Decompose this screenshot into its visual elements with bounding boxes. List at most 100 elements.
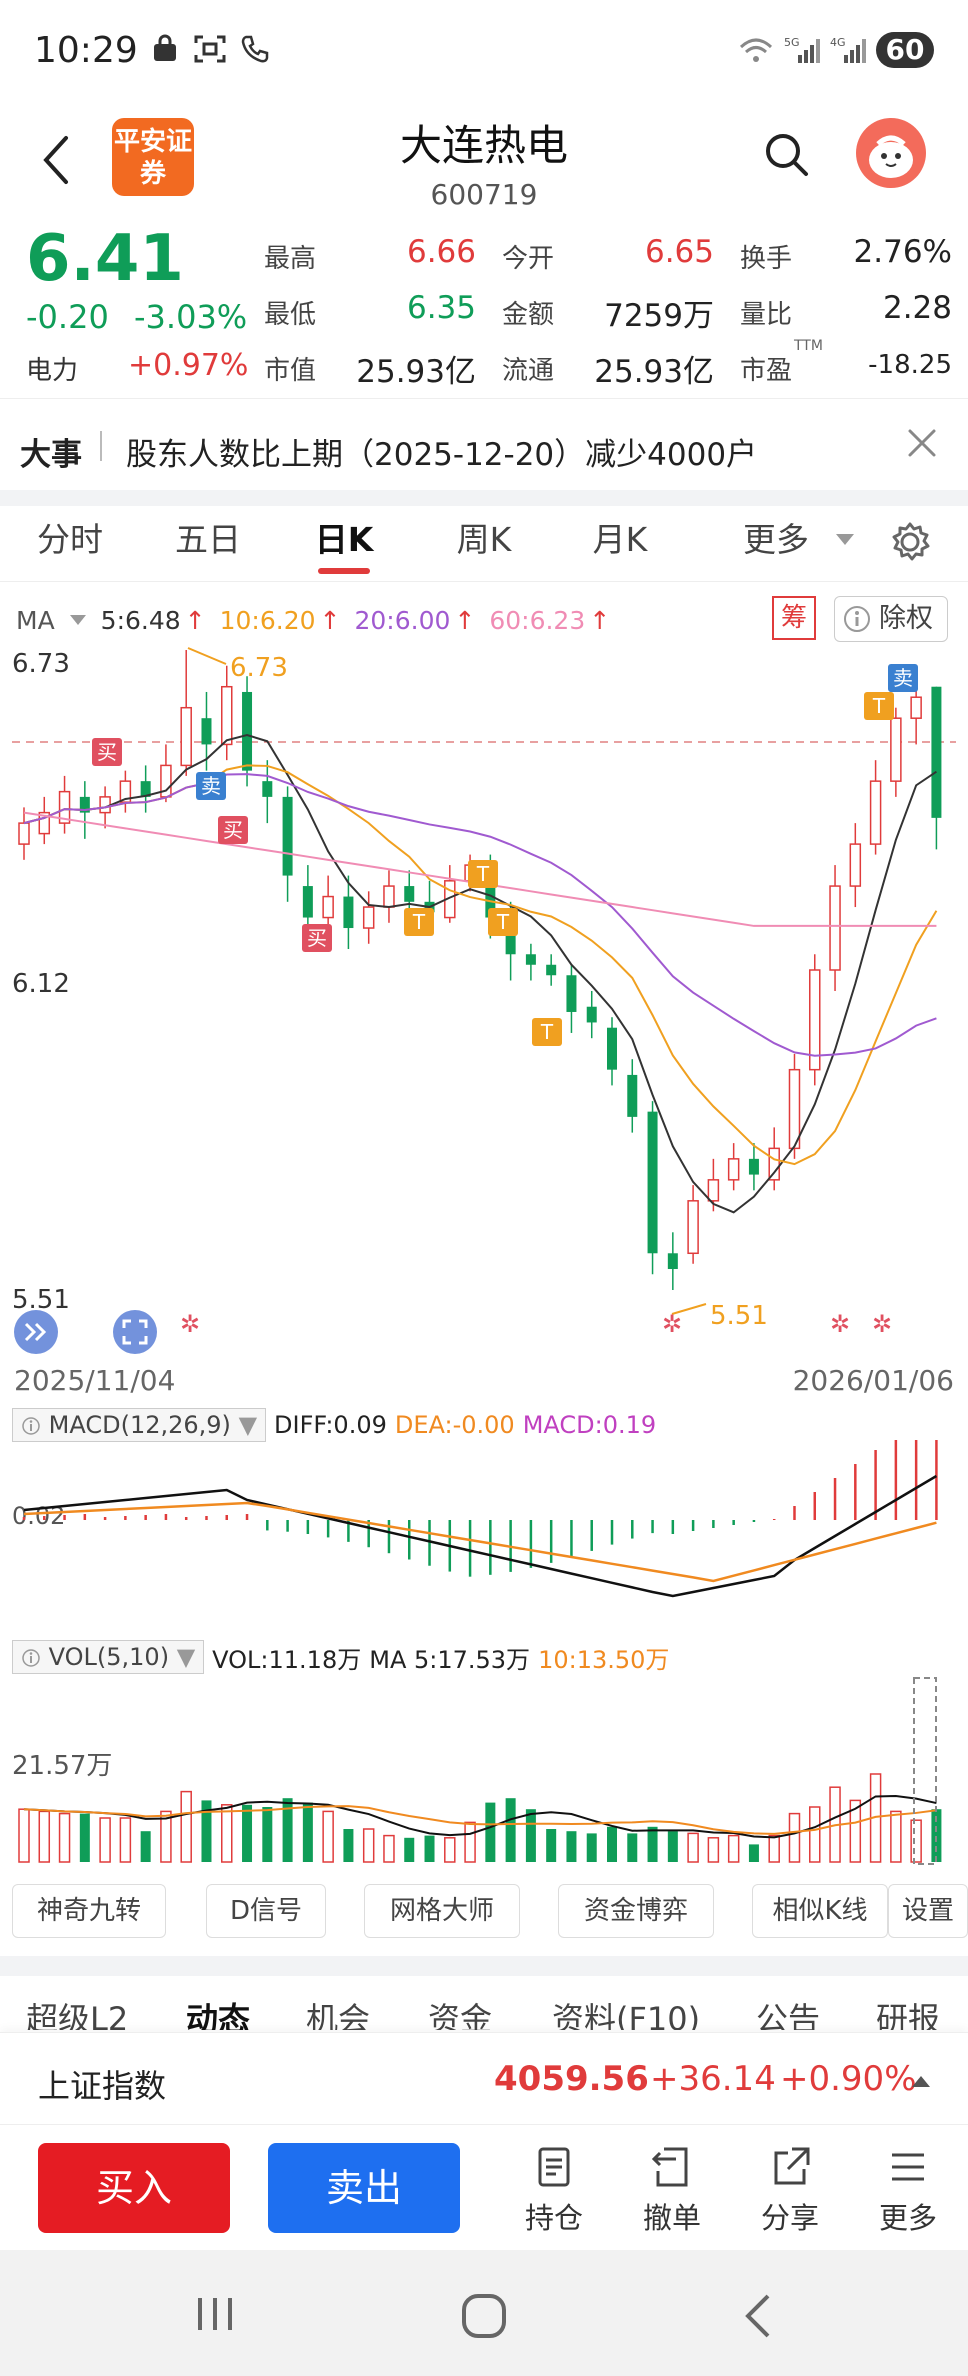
ma5-line — [23, 733, 937, 1214]
vol-ma10: 10:13.50万 — [538, 1645, 670, 1674]
tab-announcements[interactable]: 公告 — [756, 2000, 821, 2030]
stock-name: 大连热电 — [399, 121, 568, 170]
sector-change-pct[interactable]: +0.97% — [128, 348, 249, 383]
tab-intraday[interactable]: 分时 — [37, 520, 103, 559]
volume-bar — [119, 1817, 132, 1863]
assistant-avatar[interactable] — [856, 118, 926, 188]
event-text[interactable]: 股东人数比上期（2025-12-20）减少4000户 — [126, 437, 758, 473]
broker-logo[interactable]: 平安证券 — [112, 118, 194, 196]
low-value: 6.35 — [406, 290, 476, 326]
share-button[interactable]: 分享 — [750, 2145, 830, 2237]
more-label: 更多 — [878, 2201, 937, 2235]
high-value: 6.66 — [406, 234, 476, 270]
tab-super-l2[interactable]: 超级L2 — [26, 2000, 129, 2030]
close-icon[interactable] — [902, 423, 942, 463]
holdings-button[interactable]: 持仓 — [514, 2145, 594, 2237]
back-arrow-icon[interactable] — [36, 132, 76, 188]
buy-button[interactable]: 买入 — [38, 2143, 230, 2233]
candle-body — [79, 796, 90, 813]
ma20-line — [23, 773, 937, 1057]
buy-signal: 买 — [307, 926, 327, 950]
sell-signal: 卖 — [893, 666, 913, 690]
volume-chart[interactable]: 21.57万 — [0, 1672, 968, 1872]
turnover-value: 2.76% — [853, 234, 952, 270]
macd-legend[interactable]: MACD(12,26,9) ▼ DIFF:0.09 DEA:-0.00 MACD… — [12, 1406, 656, 1444]
share-icon — [768, 2145, 812, 2189]
tool-fund-game[interactable]: 资金博弈 — [558, 1884, 714, 1938]
holdings-label: 持仓 — [524, 2201, 583, 2235]
open-value: 6.65 — [644, 234, 714, 270]
tool-magic-nine[interactable]: 神奇九转 — [12, 1884, 166, 1938]
event-bar[interactable]: 大事 股东人数比上期（2025-12-20）减少4000户 — [0, 398, 968, 490]
index-change-pct: +0.90% — [780, 2059, 917, 2099]
ma20-value: 20:6.00 — [354, 605, 451, 635]
index-ticker[interactable]: 上证指数 4059.56 +36.14 +0.90% — [0, 2032, 968, 2124]
chevron-down-icon[interactable] — [834, 532, 856, 548]
tool-settings[interactable]: 设置 — [888, 1884, 968, 1938]
candle-body — [180, 706, 192, 767]
chip-distribution-button[interactable]: 筹 — [772, 596, 816, 640]
tab-f10[interactable]: 资料(F10) — [552, 2000, 701, 2030]
star-marker: ✲ — [662, 1310, 682, 1338]
cancel-order-button[interactable]: 撤单 — [632, 2145, 712, 2237]
candle-body — [768, 1147, 780, 1181]
low-marker-label: 5.51 — [710, 1301, 768, 1331]
macd-selector[interactable]: MACD(12,26,9) ▼ — [12, 1408, 267, 1442]
index-value: 4059.56 — [494, 2059, 649, 2099]
section-divider — [0, 490, 968, 506]
tab-weekly-k[interactable]: 周K — [456, 520, 512, 559]
tab-daily-k[interactable]: 日K — [314, 520, 374, 559]
tab-monthly-k[interactable]: 月K — [592, 520, 648, 559]
system-nav-bar — [0, 2250, 968, 2376]
more-button[interactable]: 更多 — [868, 2145, 948, 2237]
tool-similar-kline[interactable]: 相似K线 — [752, 1884, 888, 1938]
tab-five-day[interactable]: 五日 — [175, 520, 241, 559]
index-change: +36.14 — [650, 2059, 776, 2099]
tab-more[interactable]: 更多 — [743, 520, 809, 559]
macd-chart[interactable]: 0.02 — [0, 1440, 968, 1636]
ma-label: MA — [16, 605, 55, 635]
vol-legend[interactable]: VOL(5,10) ▼ VOL:11.18万 MA 5:17.53万 10:13… — [12, 1638, 669, 1676]
star-marker: ✲ — [830, 1310, 850, 1338]
home-icon[interactable] — [460, 2292, 508, 2340]
ex-rights-label: 除权 — [879, 603, 933, 634]
vol-selector[interactable]: VOL(5,10) ▼ — [12, 1640, 205, 1674]
market-cap-value: 25.93亿 — [356, 354, 476, 390]
ma-dropdown-icon[interactable] — [69, 613, 87, 627]
volume-bar — [282, 1798, 293, 1862]
macd-value: MACD:0.19 — [522, 1411, 657, 1439]
macd-label: MACD(12,26,9) — [48, 1411, 231, 1439]
vol-axis-label: 21.57万 — [12, 1751, 112, 1781]
settings-gear-icon[interactable] — [888, 520, 932, 564]
y-axis-top-label: 6.73 — [12, 649, 70, 679]
ma-legend[interactable]: MA 5:6.48 ↑ 10:6.20 ↑ 20:6.00 ↑ 60:6.23 ↑ — [16, 600, 610, 640]
volume-bar — [748, 1844, 759, 1862]
search-icon[interactable] — [762, 130, 812, 180]
volume-bar — [687, 1832, 699, 1863]
tab-news[interactable]: 动态 — [186, 2000, 251, 2030]
tab-research[interactable]: 研报 — [876, 2000, 941, 2030]
sell-button[interactable]: 卖出 — [268, 2143, 460, 2233]
expand-up-icon[interactable] — [910, 2073, 932, 2089]
expand-panel-icon — [14, 1310, 58, 1354]
tab-underline — [318, 568, 370, 574]
volume-bar — [890, 1810, 902, 1863]
volume-bar — [910, 1819, 922, 1863]
tool-grid-master[interactable]: 网格大师 — [364, 1884, 520, 1938]
recent-apps-icon[interactable] — [190, 2294, 240, 2334]
ex-rights-button[interactable]: 除权 — [834, 596, 948, 642]
battery-level: 60 — [876, 32, 934, 68]
tool-d-signal[interactable]: D信号 — [206, 1884, 326, 1938]
volume-bar — [505, 1798, 516, 1862]
high-label: 最高 — [264, 244, 317, 274]
tab-opportunity[interactable]: 机会 — [306, 2000, 371, 2030]
sector-name[interactable]: 电力 — [26, 356, 79, 386]
svg-text:5G: 5G — [784, 36, 800, 49]
market-cap-label: 市值 — [264, 356, 317, 386]
tab-funds[interactable]: 资金 — [428, 2000, 493, 2030]
vol-ma5: MA 5:17.53万 — [369, 1645, 531, 1674]
current-price: 6.41 — [26, 222, 184, 296]
back-nav-icon[interactable] — [738, 2292, 778, 2340]
volume-ratio-value: 2.28 — [882, 290, 952, 326]
